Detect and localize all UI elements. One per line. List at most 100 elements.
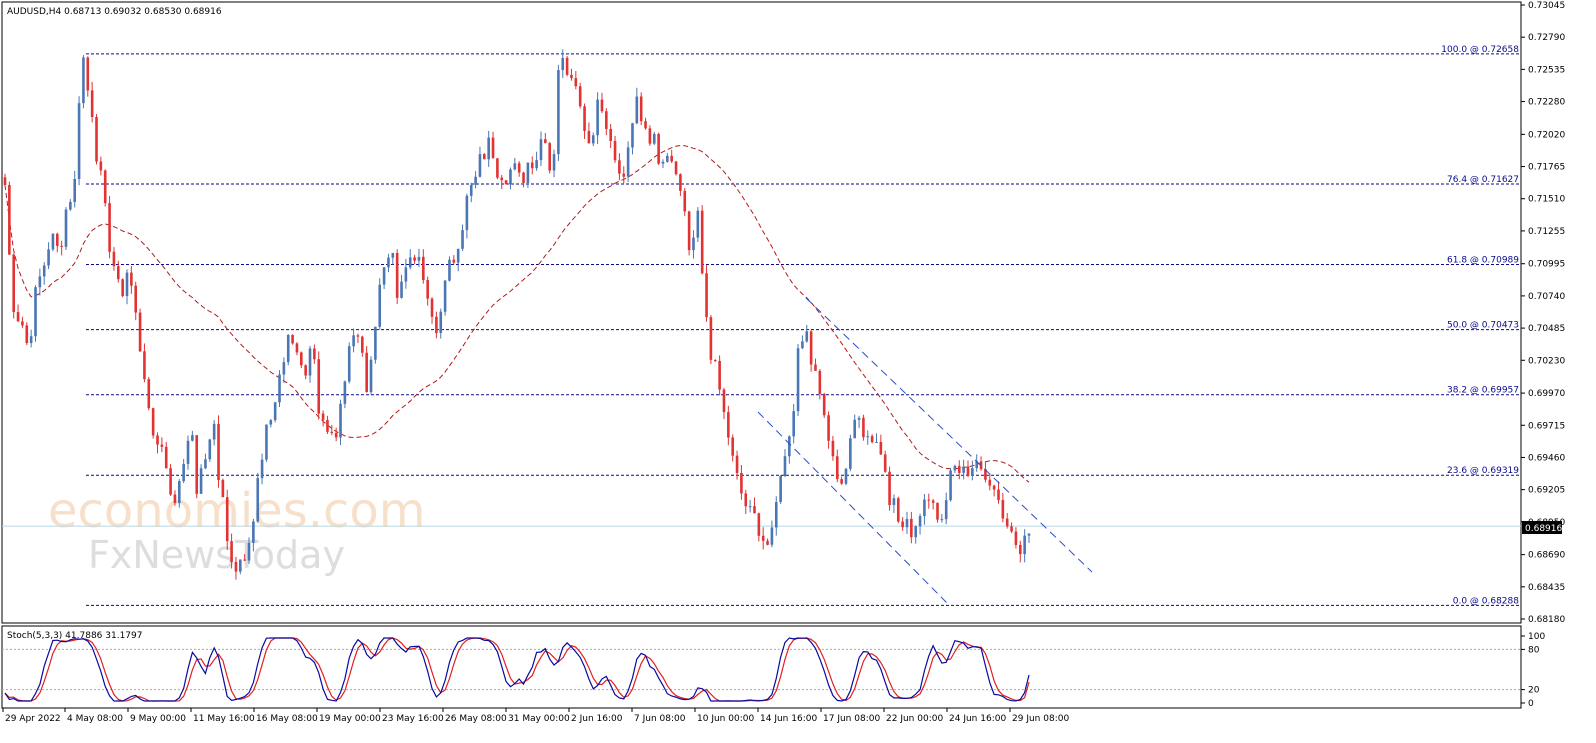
candle-body	[55, 233, 59, 246]
candle-body	[387, 257, 390, 268]
candle-body	[334, 432, 338, 438]
candle-body	[116, 266, 120, 280]
candle-body	[879, 441, 883, 455]
candle-body	[443, 280, 447, 312]
candle-body	[121, 279, 124, 297]
candle-body	[291, 334, 294, 344]
candle-body	[783, 456, 787, 476]
time-tick-label: 19 May 00:00	[319, 714, 381, 724]
candle-body	[862, 417, 865, 438]
candle-body	[51, 233, 55, 250]
candle-body	[42, 265, 46, 277]
candle-body	[949, 470, 952, 501]
candle-body	[975, 461, 979, 469]
time-tick-label: 24 Jun 16:00	[949, 714, 1006, 724]
candle-body	[552, 154, 556, 171]
candle-body	[1014, 531, 1018, 545]
candle-body	[962, 466, 965, 473]
price-tick-label: 0.72020	[1528, 130, 1565, 140]
candle-body	[953, 465, 957, 471]
symbol-header: AUDUSD,H4 0.68713 0.69032 0.68530 0.6891…	[7, 7, 222, 17]
candle-body	[321, 413, 325, 420]
candle-body	[164, 446, 168, 469]
price-tick-label: 0.71510	[1528, 195, 1565, 205]
candle-body	[64, 209, 68, 247]
candle-body	[522, 172, 525, 183]
candle-body	[805, 331, 809, 342]
candle-body	[814, 364, 817, 371]
stoch-main-line	[4, 637, 1030, 702]
candle-body	[461, 230, 464, 249]
candle-body	[134, 285, 138, 313]
candle-body	[212, 423, 216, 440]
candle-body	[143, 351, 146, 380]
candle-body	[827, 415, 830, 441]
candle-body	[217, 423, 220, 480]
time-tick-label: 9 May 00:00	[130, 714, 186, 724]
candle-body	[34, 287, 37, 337]
candle-body	[600, 99, 604, 112]
candle-body	[269, 420, 273, 425]
candle-body	[90, 90, 94, 118]
candle-body	[1005, 518, 1009, 527]
candle-body	[761, 535, 765, 541]
candle-body	[700, 210, 704, 274]
candle-body	[853, 419, 857, 439]
candle-body	[478, 154, 482, 177]
candle-body	[112, 251, 116, 267]
candle-body	[108, 203, 111, 252]
fib-level-label: 38.2 @ 0.69957	[1447, 386, 1519, 396]
candle-body	[801, 341, 804, 349]
candle-body	[561, 57, 565, 71]
candle-body	[282, 362, 286, 375]
candle-body	[130, 272, 133, 286]
time-tick-label: 29 Apr 2022	[5, 714, 61, 724]
candle-body	[844, 468, 848, 484]
candle-body	[622, 173, 626, 177]
candle-body	[326, 419, 329, 432]
candle-body	[548, 143, 551, 171]
current-price-tag-label: 0.68916	[1525, 524, 1562, 534]
candle-body	[103, 170, 107, 204]
downtrend-channel[interactable]	[757, 297, 1093, 605]
candle-body	[308, 348, 312, 376]
candle-body	[330, 431, 334, 433]
candle-body	[391, 252, 395, 258]
candle-body	[923, 499, 926, 517]
candle-body	[156, 435, 159, 445]
candle-body	[413, 257, 416, 261]
candle-body	[692, 237, 695, 251]
candle-body	[243, 559, 246, 561]
price-tick-label: 0.72280	[1528, 98, 1565, 108]
candle-body	[138, 312, 142, 352]
price-tick-label: 0.69970	[1528, 389, 1565, 399]
candle-body	[587, 130, 591, 144]
main-chart-frame	[1, 1, 1522, 624]
candle-body	[430, 298, 434, 317]
candle-body	[278, 374, 281, 403]
candle-body	[992, 485, 996, 490]
candle-body	[300, 352, 303, 366]
candle-body	[866, 436, 870, 438]
stochastic-label: Stoch(5,3,3) 41.7886 31.1797	[7, 631, 142, 641]
candle-body	[661, 161, 665, 164]
candle-body	[988, 479, 992, 486]
candle-body	[565, 57, 569, 75]
candle-body	[69, 201, 72, 210]
candle-body	[809, 331, 813, 365]
candle-body	[831, 440, 835, 457]
candle-body	[169, 468, 172, 495]
candle-body	[957, 465, 961, 473]
candle-body	[265, 424, 268, 460]
price-tick-label: 0.70740	[1528, 292, 1565, 302]
channel-lower-line	[757, 411, 949, 605]
candle-body	[870, 436, 874, 443]
price-tick-label: 0.72790	[1528, 33, 1565, 43]
time-tick-label: 29 Jun 08:00	[1012, 714, 1069, 724]
candle-body	[378, 284, 382, 327]
candle-body	[374, 326, 377, 360]
candle-body	[1027, 533, 1031, 536]
candle-body	[979, 461, 983, 470]
candle-body	[731, 437, 734, 456]
